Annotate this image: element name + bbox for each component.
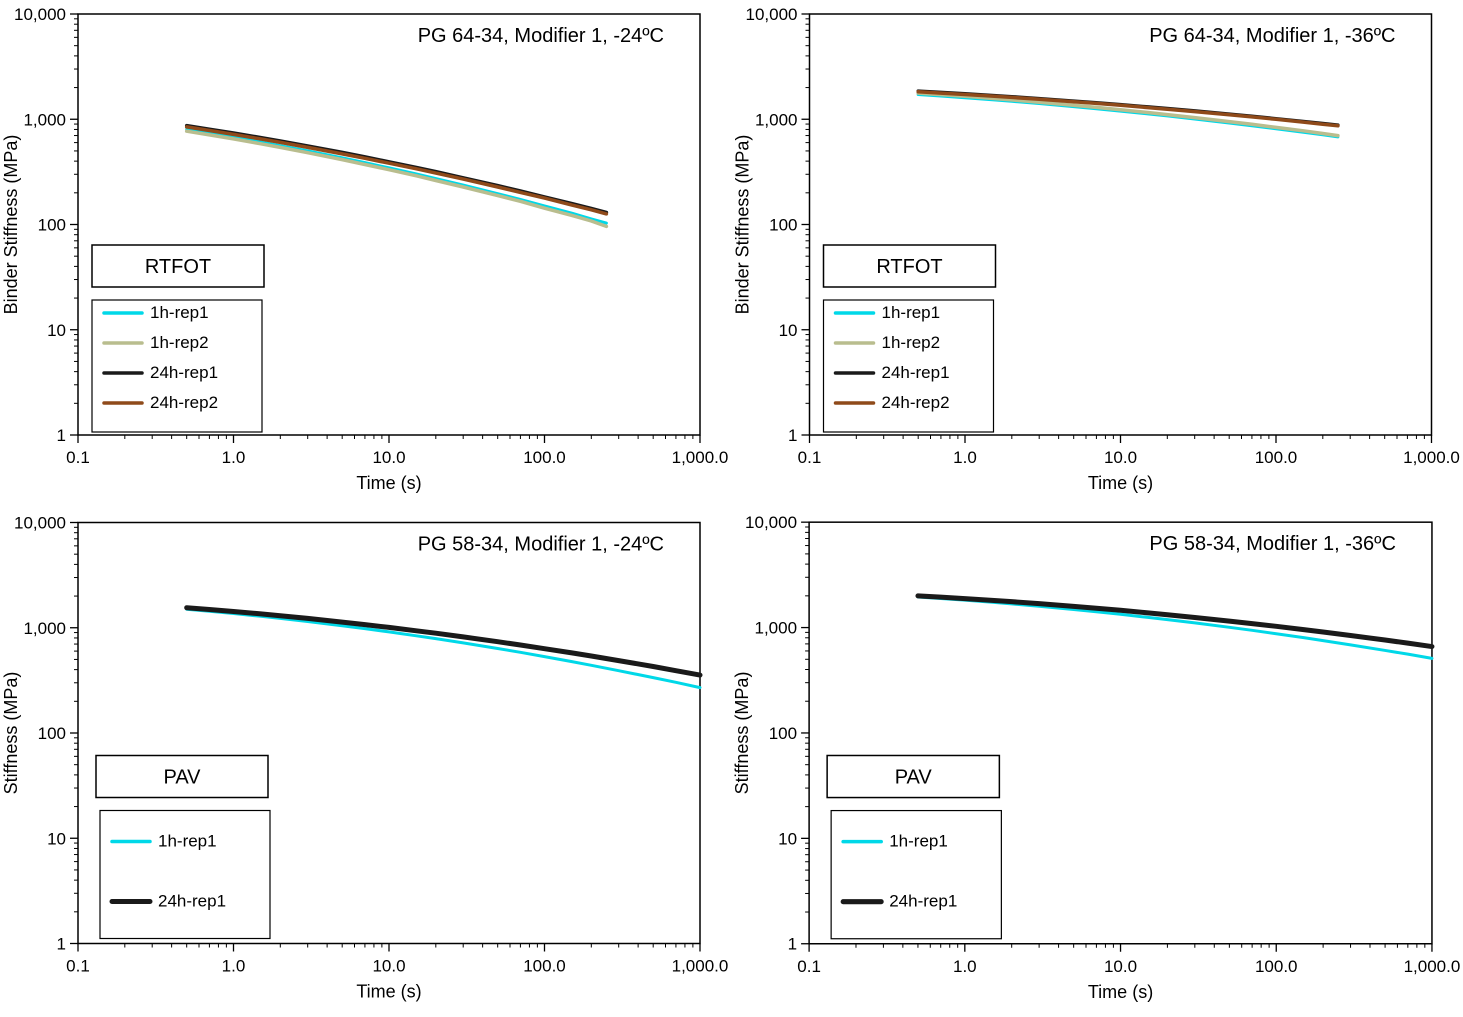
legend-label-1h-rep2: 1h-rep2 bbox=[150, 333, 209, 352]
chart-title: PG 64-34, Modifier 1, -24ºC bbox=[418, 25, 664, 47]
legend-label-24h-rep1: 24h-rep1 bbox=[150, 363, 218, 382]
legend-label-24h-rep1: 24h-rep1 bbox=[889, 892, 957, 911]
y-tick-label: 100 bbox=[769, 216, 797, 235]
x-tick-label: 1,000.0 bbox=[1403, 448, 1460, 467]
series-line-24h-rep1 bbox=[915, 593, 1435, 650]
chart-title: PG 58-34, Modifier 1, -24ºC bbox=[418, 534, 664, 556]
y-axis-title: Binder Stiffness (MPa) bbox=[1, 135, 21, 315]
chart-svg-pg58-modifier1-minus24: 0.1 1.0 10.0 100.0 1,000.0 1 10 100 1,000 10,000 T… bbox=[1, 514, 729, 1002]
x-tick-label: 1,000.0 bbox=[672, 957, 729, 976]
y-tick-label: 1,000 bbox=[755, 110, 798, 129]
x-tick-label: 100.0 bbox=[523, 448, 566, 467]
series-line-24h-rep2 bbox=[916, 90, 1340, 128]
legend-box bbox=[99, 809, 271, 940]
x-axis-title: Time (s) bbox=[1088, 982, 1153, 1002]
x-axis-title: Time (s) bbox=[1088, 473, 1153, 493]
legend-box bbox=[91, 299, 263, 433]
y-tick-label: 1 bbox=[788, 935, 797, 954]
series-line-1h-rep1 bbox=[916, 93, 1340, 139]
x-tick-label: 10.0 bbox=[1104, 448, 1137, 467]
legend-label-1h-rep1: 1h-rep1 bbox=[882, 303, 941, 322]
chart-pg58-minus24: 0.1 1.0 10.0 100.0 1,000.0 1 10 100 1,000 10,000 T… bbox=[0, 508, 731, 1017]
legend-label-24h-rep2: 24h-rep2 bbox=[882, 393, 950, 412]
legend-label-1h-rep1: 1h-rep1 bbox=[150, 303, 209, 322]
y-tick-label: 10 bbox=[47, 829, 66, 848]
legend-title-box bbox=[822, 244, 997, 288]
y-tick-label: 10,000 bbox=[14, 5, 66, 24]
series-line-1h-rep1 bbox=[916, 595, 1434, 660]
legend-label-24h-rep2: 24h-rep2 bbox=[150, 393, 218, 412]
x-tick-label: 10.0 bbox=[1104, 957, 1137, 976]
y-tick-label: 10,000 bbox=[745, 513, 797, 532]
chart-pg64-minus36: 0.1 1.0 10.0 100.0 1,000.0 1 10 100 1,000 10,000 T… bbox=[731, 0, 1463, 508]
legend-label-24h-rep1: 24h-rep1 bbox=[882, 363, 950, 382]
y-tick-label: 10,000 bbox=[746, 5, 798, 24]
y-tick-label: 10,000 bbox=[14, 514, 66, 533]
legend-title: PAV bbox=[163, 767, 201, 789]
legend-box bbox=[830, 809, 1002, 940]
x-tick-label: 1.0 bbox=[222, 957, 246, 976]
x-tick-label: 10.0 bbox=[372, 448, 405, 467]
legend-box bbox=[822, 299, 995, 433]
chart-title: PG 64-34, Modifier 1, -36ºC bbox=[1149, 25, 1395, 47]
y-tick-label: 1 bbox=[57, 426, 66, 445]
legend-title-box bbox=[826, 754, 1001, 799]
legend-label-1h-rep1: 1h-rep1 bbox=[889, 832, 948, 851]
legend-label-1h-rep1: 1h-rep1 bbox=[158, 832, 217, 851]
chart-pg58-minus36: 0.1 1.0 10.0 100.0 1,000.0 1 10 100 1,000 10,000 T… bbox=[731, 508, 1463, 1017]
y-tick-label: 1,000 bbox=[754, 619, 797, 638]
y-tick-label: 1 bbox=[788, 426, 797, 445]
legend-label-1h-rep2: 1h-rep2 bbox=[882, 333, 941, 352]
y-axis-title: Binder Stiffness (MPa) bbox=[733, 135, 753, 315]
x-tick-label: 0.1 bbox=[66, 448, 90, 467]
x-tick-label: 0.1 bbox=[797, 957, 821, 976]
series-line-24h-rep1 bbox=[184, 605, 703, 678]
x-tick-label: 0.1 bbox=[66, 957, 90, 976]
x-tick-label: 100.0 bbox=[1255, 448, 1298, 467]
legend-title-box bbox=[95, 754, 269, 799]
y-tick-label: 1,000 bbox=[23, 619, 66, 638]
y-tick-label: 10 bbox=[779, 321, 798, 340]
y-tick-label: 10 bbox=[47, 321, 66, 340]
chart-svg-pg58-modifier1-minus36: 0.1 1.0 10.0 100.0 1,000.0 1 10 100 1,000 10,000 T… bbox=[732, 513, 1461, 1002]
x-tick-label: 1.0 bbox=[222, 448, 246, 467]
x-tick-label: 100.0 bbox=[1255, 957, 1298, 976]
x-tick-label: 0.1 bbox=[798, 448, 822, 467]
x-axis-title: Time (s) bbox=[356, 473, 421, 493]
series-line-1h-rep2 bbox=[916, 91, 1340, 138]
legend-title: RTFOT bbox=[145, 256, 211, 278]
x-tick-label: 10.0 bbox=[372, 957, 405, 976]
series-line-24h-rep2 bbox=[184, 125, 609, 216]
y-tick-label: 100 bbox=[769, 724, 797, 743]
x-axis-title: Time (s) bbox=[356, 982, 421, 1002]
series-line-1h-rep2 bbox=[184, 129, 609, 229]
y-tick-label: 1,000 bbox=[23, 110, 66, 129]
x-tick-label: 1,000.0 bbox=[1404, 957, 1461, 976]
legend-label-24h-rep1: 24h-rep1 bbox=[158, 892, 226, 911]
y-tick-label: 100 bbox=[38, 216, 66, 235]
y-tick-label: 10 bbox=[778, 829, 797, 848]
legend-title: PAV bbox=[895, 767, 933, 789]
legend-title: RTFOT bbox=[876, 256, 942, 278]
x-tick-label: 1.0 bbox=[953, 448, 977, 467]
x-tick-label: 1.0 bbox=[953, 957, 977, 976]
y-axis-title: Stiffness (MPa) bbox=[732, 672, 752, 795]
chart-title: PG 58-34, Modifier 1, -36ºC bbox=[1149, 533, 1396, 555]
y-axis-title: Stiffness (MPa) bbox=[1, 672, 21, 795]
y-tick-label: 1 bbox=[57, 935, 66, 954]
legend-title-box bbox=[91, 244, 265, 288]
chart-svg-pg64-modifier1-minus36: 0.1 1.0 10.0 100.0 1,000.0 1 10 100 1,000 10,000 T… bbox=[733, 5, 1460, 493]
x-tick-label: 1,000.0 bbox=[672, 448, 729, 467]
series-line-1h-rep1 bbox=[185, 607, 702, 690]
chart-pg64-minus24: 0.1 1.0 10.0 100.0 1,000.0 1 10 100 1,000 10,000 T… bbox=[0, 0, 731, 508]
y-tick-label: 100 bbox=[38, 724, 66, 743]
x-tick-label: 100.0 bbox=[523, 957, 566, 976]
chart-svg-pg64-modifier1-minus24: 0.1 1.0 10.0 100.0 1,000.0 1 10 100 1,000 10,000 T… bbox=[1, 5, 729, 493]
